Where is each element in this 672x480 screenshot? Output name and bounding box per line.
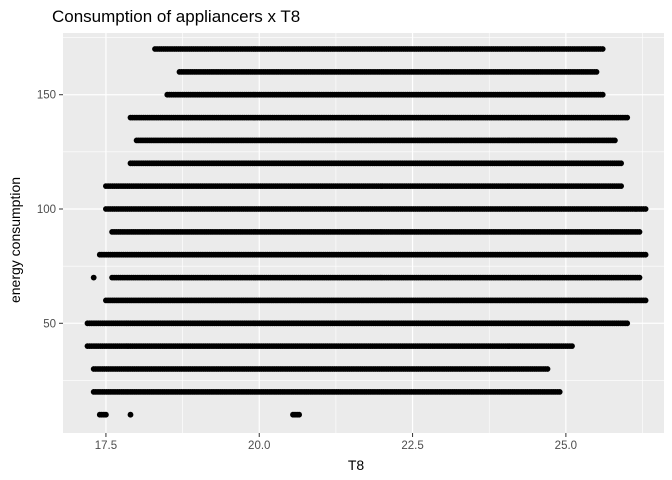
x-tick-labels: 17.5 20.0 22.5 25.0 — [95, 440, 577, 452]
data-point — [599, 91, 606, 98]
data-point — [618, 160, 624, 167]
data-point — [624, 114, 631, 121]
data-point — [544, 366, 551, 372]
data-point — [103, 411, 109, 418]
data-point — [593, 69, 600, 75]
data-point — [642, 251, 649, 258]
data-point — [612, 137, 618, 144]
axis-ticks — [59, 94, 567, 437]
x-tick-label: 22.5 — [401, 440, 423, 452]
data-point — [296, 411, 302, 418]
y-tick-label: 100 — [37, 204, 56, 216]
data-point — [636, 229, 643, 235]
chart-title: Consumption of appliancers x T8 — [52, 7, 300, 26]
data-point — [618, 183, 624, 190]
data-point — [569, 343, 575, 349]
data-point — [90, 274, 97, 281]
data-point — [642, 297, 649, 304]
y-tick-label: 50 — [43, 318, 56, 330]
data-point — [636, 274, 643, 281]
data-point — [127, 411, 134, 418]
data-point — [624, 320, 631, 327]
x-tick-label: 20.0 — [248, 440, 270, 452]
data-point — [556, 389, 563, 395]
x-tick-label: 17.5 — [95, 440, 117, 452]
data-points — [84, 46, 649, 418]
data-point — [642, 206, 649, 212]
y-tick-label: 150 — [37, 90, 56, 102]
y-tick-labels: 50 100 150 — [37, 90, 56, 331]
x-axis-title: T8 — [348, 457, 365, 473]
y-axis-title: energy consumption — [7, 177, 23, 303]
x-tick-label: 25.0 — [555, 440, 577, 452]
data-point — [599, 46, 606, 52]
